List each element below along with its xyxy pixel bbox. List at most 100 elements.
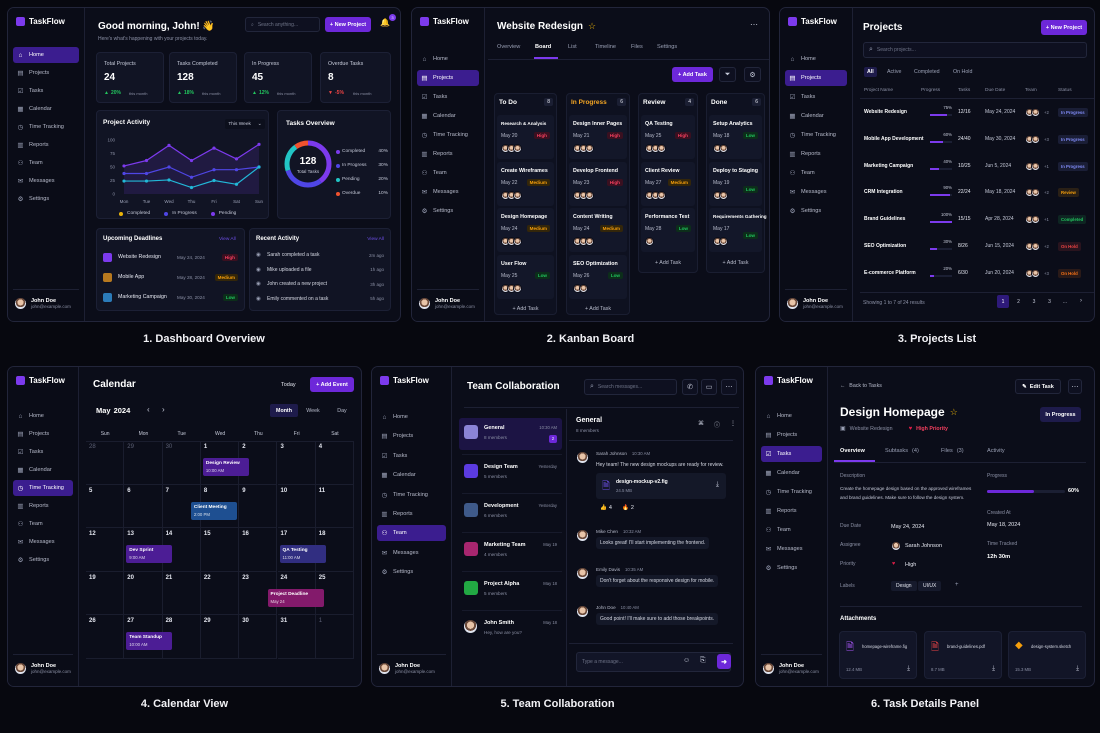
attachment-card[interactable]: 🗎 homepage-wireframe.fig 12.4 MB ⤓ — [839, 631, 917, 679]
download-icon[interactable]: ⤓ — [715, 481, 719, 488]
tab-board[interactable]: Board — [535, 44, 552, 50]
calendar-day[interactable]: 6 — [124, 484, 163, 529]
sidebar-item-calendar[interactable]: ▦ Calendar — [761, 465, 822, 481]
sidebar-item-projects[interactable]: ▤ Projects — [785, 70, 847, 86]
chat-pin-icon[interactable]: ⌘ — [698, 421, 704, 427]
download-icon[interactable]: ⤓ — [1076, 665, 1079, 672]
today-button[interactable]: Today — [281, 382, 296, 388]
user-profile[interactable]: John Doe john@example.com — [762, 662, 819, 675]
next-month-button[interactable]: › — [162, 405, 165, 414]
logo[interactable]: TaskFlow — [788, 17, 837, 26]
tab-timeline[interactable]: Timeline — [595, 44, 616, 50]
label-chip[interactable]: UI/UX — [918, 581, 942, 591]
calendar-event[interactable]: Team Standup 10:00 AM — [126, 632, 173, 651]
settings-button[interactable]: ⚙ — [744, 67, 761, 82]
calendar-day[interactable]: 30 — [162, 441, 201, 485]
calendar-day[interactable]: 12 — [86, 528, 125, 572]
sidebar-item-team[interactable]: ⚇ Team — [377, 525, 446, 542]
tab-activity[interactable]: Activity — [987, 448, 1005, 454]
sidebar-item-reports[interactable]: ▥ Reports — [761, 503, 822, 519]
task-card[interactable]: Design Inner Pages May 21 High — [569, 115, 627, 159]
user-profile[interactable]: John Doe john@example.com — [418, 297, 475, 310]
sidebar-item-messages[interactable]: ✉ Messages — [377, 545, 446, 561]
sidebar-item-home[interactable]: ⌂ Home — [417, 51, 479, 67]
task-card[interactable]: Deploy to Staging May 19 Low — [709, 161, 762, 206]
sidebar-item-calendar[interactable]: ▦ Calendar — [377, 467, 446, 483]
sidebar-item-calendar[interactable]: ▦ Calendar — [785, 108, 847, 124]
sidebar-item-projects[interactable]: ▤ Projects — [13, 426, 73, 442]
sidebar-item-home[interactable]: ⌂ Home — [377, 409, 446, 425]
sidebar-item-tasks[interactable]: ☑ Tasks — [13, 83, 79, 99]
view-day[interactable]: Day — [337, 407, 347, 414]
sidebar-item-settings[interactable]: ⚙ Settings — [417, 203, 479, 219]
view-month[interactable]: Month — [270, 404, 298, 417]
video-call-button[interactable]: ▭ — [701, 379, 717, 395]
calendar-day[interactable]: 28 — [86, 441, 125, 485]
data-point[interactable] — [257, 165, 261, 169]
sidebar-item-home[interactable]: ⌂ Home — [13, 408, 73, 424]
sidebar-item-messages[interactable]: ✉ Messages — [785, 184, 847, 200]
sidebar-item-time-tracking[interactable]: ◷ Time Tracking — [13, 119, 79, 135]
tab-files[interactable]: Files (3) — [941, 448, 964, 454]
calendar-day[interactable]: 9 — [239, 484, 278, 529]
sidebar-item-tasks[interactable]: ☑ Tasks — [417, 89, 479, 105]
task-card[interactable]: QA Testing May 25 High — [641, 115, 695, 159]
user-profile[interactable]: John Doe john@example.com — [786, 297, 843, 310]
calendar-day[interactable]: 29 — [124, 441, 163, 485]
sidebar-item-reports[interactable]: ▥ Reports — [417, 146, 479, 162]
task-card[interactable]: Create Wireframes May 22 Medium — [497, 161, 554, 206]
sidebar-item-calendar[interactable]: ▦ Calendar — [13, 462, 73, 478]
channel-item[interactable]: Project Alpha 5 members May 18 — [459, 574, 562, 606]
add-card-button[interactable]: + Add Task — [722, 259, 749, 266]
calendar-event[interactable]: Project Deadline May 24 — [267, 588, 324, 607]
data-point[interactable] — [189, 185, 194, 190]
sidebar-item-tasks[interactable]: ☑ Tasks — [13, 444, 73, 460]
task-card[interactable]: Requirements Gathering May 17 Low — [709, 208, 767, 252]
more-options-button[interactable]: ⋯ — [1068, 379, 1082, 394]
calendar-day[interactable]: 15 — [200, 528, 240, 572]
data-point[interactable] — [257, 142, 261, 146]
emoji-icon[interactable]: ☺ — [683, 657, 691, 664]
logo[interactable]: TaskFlow — [16, 376, 65, 385]
calendar-day[interactable]: 4 — [315, 441, 355, 485]
tab-overview[interactable]: Overview — [497, 44, 521, 50]
channel-item[interactable]: General 8 members 10:30 AM 2 — [459, 418, 562, 450]
calendar-day[interactable]: 19 — [86, 571, 125, 616]
logo[interactable]: TaskFlow — [16, 17, 65, 26]
calendar-day[interactable]: 16 — [239, 528, 278, 572]
sidebar-item-team[interactable]: ⚇ Team — [417, 165, 479, 181]
page-button[interactable]: 1 — [997, 295, 1009, 308]
add-card-button[interactable]: + Add Task — [585, 306, 611, 312]
tab-files[interactable]: Files — [631, 44, 643, 50]
donut-slice[interactable] — [284, 140, 332, 188]
star-icon[interactable]: ☆ — [949, 406, 958, 417]
calendar-day[interactable]: 3 — [277, 441, 316, 485]
sidebar-item-time-tracking[interactable]: ◷ Time Tracking — [417, 127, 479, 143]
attachment-card[interactable]: 🗎 brand-guidelines.pdf 8.7 MB ⤓ — [924, 631, 1002, 679]
sidebar-item-messages[interactable]: ✉ Messages — [13, 173, 79, 189]
channel-item[interactable]: Marketing Team 4 members May 19 — [459, 535, 562, 567]
sidebar-item-tasks[interactable]: ☑ Tasks — [377, 448, 446, 464]
reaction[interactable]: 🔥 2 — [622, 505, 634, 511]
user-profile[interactable]: John Doe john@example.com — [378, 662, 435, 675]
sidebar-item-messages[interactable]: ✉ Messages — [761, 541, 822, 557]
add-event-button[interactable]: + Add Event — [310, 377, 354, 392]
back-link[interactable]: ← Back to Tasks — [840, 383, 882, 389]
page-button[interactable]: 3 — [1032, 298, 1036, 305]
sidebar-item-time-tracking[interactable]: ◷ Time Tracking — [761, 484, 822, 500]
message-input[interactable]: Type a message... — [576, 652, 731, 672]
calendar-day[interactable]: 20 — [124, 571, 163, 616]
page-button[interactable]: 3 — [1048, 298, 1051, 305]
logo[interactable]: TaskFlow — [380, 376, 429, 385]
sidebar-item-reports[interactable]: ▥ Reports — [13, 498, 73, 514]
calendar-day[interactable]: 14 — [162, 528, 201, 572]
data-point[interactable] — [122, 164, 126, 168]
download-icon[interactable]: ⤓ — [992, 665, 995, 672]
logo[interactable]: TaskFlow — [420, 17, 469, 26]
data-point[interactable] — [212, 178, 216, 183]
sidebar-item-projects[interactable]: ▤ Projects — [13, 65, 79, 81]
search-input[interactable]: ⌕ Search anything... — [245, 17, 320, 32]
more-options-button[interactable]: ⋯ — [721, 379, 737, 395]
attach-icon[interactable]: ⎘ — [700, 657, 706, 664]
user-profile[interactable]: John Doe john@example.com — [14, 297, 71, 310]
